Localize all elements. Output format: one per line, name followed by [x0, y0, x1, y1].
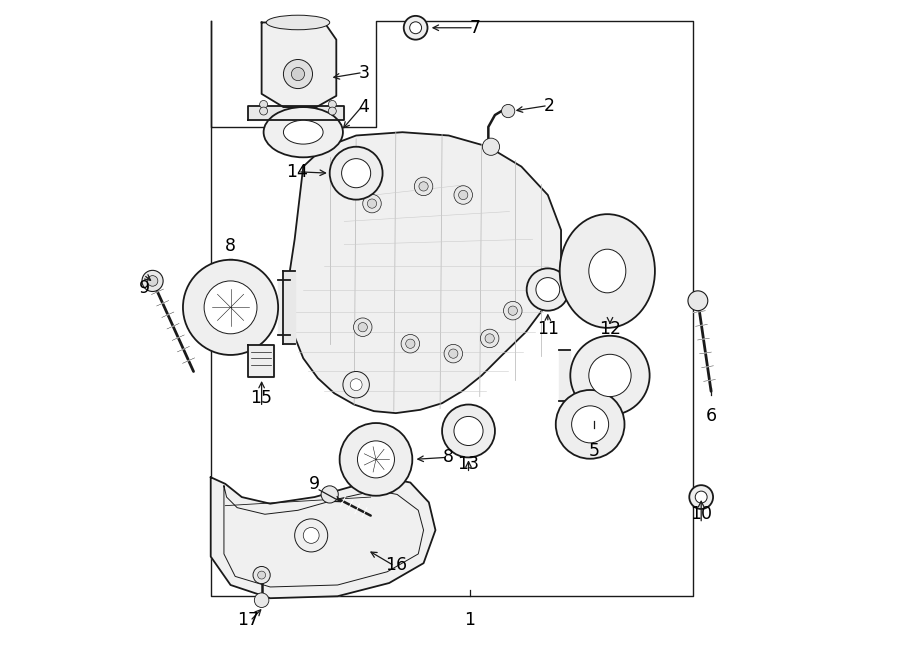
- Ellipse shape: [560, 214, 655, 328]
- Circle shape: [259, 100, 267, 108]
- Circle shape: [257, 571, 266, 579]
- Polygon shape: [248, 106, 344, 120]
- Text: 15: 15: [250, 389, 273, 407]
- Text: 16: 16: [384, 556, 407, 574]
- Text: 8: 8: [225, 237, 236, 255]
- Text: 12: 12: [599, 320, 621, 338]
- Circle shape: [414, 177, 433, 196]
- Ellipse shape: [526, 268, 569, 311]
- Circle shape: [501, 104, 515, 118]
- Text: 2: 2: [544, 97, 554, 115]
- Circle shape: [328, 107, 337, 115]
- Circle shape: [406, 339, 415, 348]
- Ellipse shape: [589, 249, 626, 293]
- Circle shape: [449, 349, 458, 358]
- Text: 8: 8: [443, 448, 454, 467]
- Text: 4: 4: [358, 98, 370, 116]
- Circle shape: [508, 306, 518, 315]
- Ellipse shape: [266, 15, 329, 30]
- Ellipse shape: [357, 441, 394, 478]
- Ellipse shape: [556, 390, 625, 459]
- Text: 11: 11: [536, 320, 559, 338]
- Circle shape: [454, 186, 473, 204]
- Circle shape: [350, 379, 362, 391]
- Circle shape: [292, 67, 304, 81]
- Ellipse shape: [689, 485, 713, 509]
- Text: 14: 14: [285, 163, 308, 181]
- Ellipse shape: [536, 278, 560, 301]
- Text: 13: 13: [457, 455, 480, 473]
- Polygon shape: [278, 280, 290, 335]
- Polygon shape: [248, 345, 274, 377]
- Text: 9: 9: [309, 475, 320, 493]
- Circle shape: [688, 291, 707, 311]
- Ellipse shape: [204, 281, 257, 334]
- Circle shape: [358, 323, 367, 332]
- Circle shape: [303, 527, 320, 543]
- Polygon shape: [284, 271, 294, 344]
- Circle shape: [294, 519, 328, 552]
- Circle shape: [259, 107, 267, 115]
- Ellipse shape: [454, 416, 483, 446]
- Circle shape: [255, 593, 269, 607]
- Circle shape: [459, 190, 468, 200]
- Text: 10: 10: [690, 505, 712, 524]
- Circle shape: [418, 182, 428, 191]
- Ellipse shape: [442, 405, 495, 457]
- Text: 6: 6: [706, 407, 716, 426]
- Circle shape: [321, 486, 338, 503]
- Ellipse shape: [589, 354, 631, 397]
- Circle shape: [343, 371, 369, 398]
- Ellipse shape: [264, 107, 343, 157]
- Circle shape: [367, 199, 376, 208]
- Polygon shape: [211, 477, 436, 598]
- Circle shape: [363, 194, 382, 213]
- Circle shape: [253, 566, 270, 584]
- Text: 9: 9: [140, 278, 150, 297]
- Text: 7: 7: [470, 19, 481, 37]
- Circle shape: [328, 100, 337, 108]
- Ellipse shape: [695, 491, 707, 503]
- Text: 17: 17: [238, 611, 259, 629]
- Circle shape: [503, 301, 522, 320]
- Ellipse shape: [572, 406, 608, 443]
- Polygon shape: [262, 22, 337, 107]
- Circle shape: [485, 334, 494, 343]
- Ellipse shape: [342, 159, 371, 188]
- Circle shape: [482, 138, 500, 155]
- Circle shape: [142, 270, 163, 292]
- Polygon shape: [288, 132, 561, 413]
- Ellipse shape: [410, 22, 421, 34]
- Text: 3: 3: [358, 63, 370, 82]
- Ellipse shape: [329, 147, 382, 200]
- Polygon shape: [559, 350, 571, 401]
- Text: 5: 5: [589, 442, 599, 460]
- Circle shape: [148, 276, 157, 286]
- Circle shape: [354, 318, 372, 336]
- Circle shape: [284, 59, 312, 89]
- Circle shape: [481, 329, 499, 348]
- Circle shape: [401, 334, 419, 353]
- Ellipse shape: [339, 423, 412, 496]
- Circle shape: [444, 344, 463, 363]
- Ellipse shape: [571, 336, 650, 415]
- Ellipse shape: [284, 120, 323, 144]
- Text: 1: 1: [464, 611, 475, 629]
- Ellipse shape: [183, 260, 278, 355]
- Ellipse shape: [404, 16, 428, 40]
